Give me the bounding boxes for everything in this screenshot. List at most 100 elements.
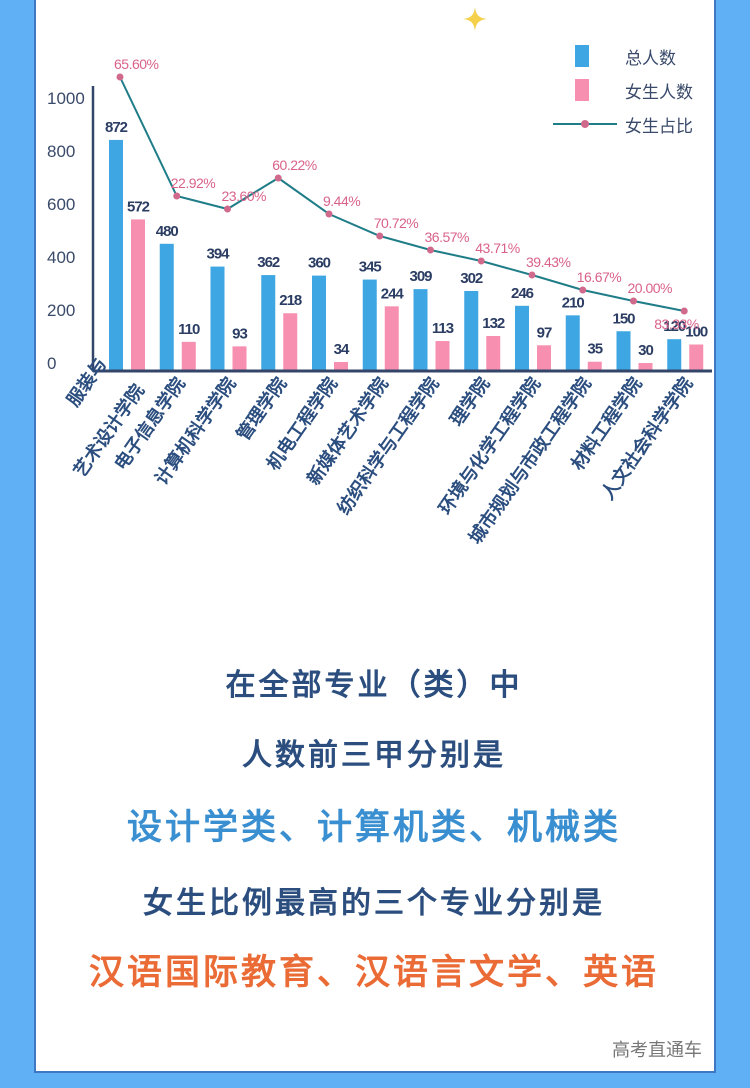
ratio-label: 36.57% [425,229,470,245]
ratio-label: 60.22% [272,157,317,173]
bar-total [413,289,428,371]
svg-text:服装与: 服装与 [62,354,111,411]
value-label-female: 100 [685,324,708,341]
value-label-total: 120 [663,318,686,335]
bar-total [616,331,631,371]
legend-label-ratio: 女生占比 [625,117,693,136]
legend-label-total: 总人数 [625,49,676,68]
value-label-female: 132 [482,315,505,332]
bar-female [638,363,653,371]
value-label-female: 218 [279,292,302,309]
bar-total [667,339,682,371]
value-label-female: 34 [334,341,350,358]
chart-legend: 总人数 女生人数 女生占比 [553,42,715,142]
value-label-female: 97 [537,324,552,341]
ratio-label: 16.67% [577,269,622,285]
value-label-female: 244 [381,285,405,302]
legend-swatch-total [575,45,589,67]
value-label-total: 872 [105,119,128,136]
bar-female [537,345,551,371]
value-label-total: 345 [359,259,382,276]
sparkle-star-icon [463,7,487,31]
legend-dot-ratio [581,120,589,128]
bar-female [587,361,602,371]
y-tick-label: 400 [47,248,75,267]
bar-total [261,275,276,371]
value-label-total: 246 [511,285,534,302]
value-label-total: 480 [156,223,179,240]
ratio-marker [173,192,181,200]
bar-total [210,266,225,371]
ratio-label: 43.71% [475,240,520,256]
value-label-female: 93 [232,325,247,342]
ratio-marker [116,73,124,81]
ratio-label: 22.92% [171,175,216,191]
ratio-marker [579,286,587,294]
value-label-total: 394 [206,246,230,263]
y-tick-label: 600 [47,195,75,214]
bar-female [435,341,450,371]
ratio-label: 70.72% [374,215,419,231]
y-tick-label: 200 [47,301,75,320]
bar-total [565,315,580,371]
value-label-total: 309 [409,268,432,285]
value-label-total: 360 [308,255,331,272]
bar-total [515,305,529,371]
bar-female [334,361,348,371]
ratio-line [119,76,685,312]
svg-text:人文社会科学学院: 人文社会科学学院 [597,373,698,504]
bar-female [181,341,196,371]
ratio-marker [427,246,434,254]
ratio-label: 83.33% [654,316,699,332]
value-label-female: 35 [587,341,602,358]
y-tick-label: 800 [47,142,75,161]
ratio-label: 65.60% [114,56,159,72]
caption-line-4: 女生比例最高的三个专业分别是 [143,886,605,921]
caption-line-3: 设计学类、计算机类、机械类 [126,808,621,848]
ratio-marker [477,257,485,265]
ratio-marker [274,174,282,182]
value-label-total: 210 [562,294,585,311]
legend-label-female: 女生人数 [625,83,693,102]
ratio-label: 20.00% [628,280,673,296]
ratio-label: 23.60% [222,188,267,204]
ratio-label: 39.43% [526,254,571,270]
value-label-total: 150 [612,310,635,327]
ratio-label: 9.44% [323,193,360,209]
content-panel [34,0,716,1073]
value-label-female: 113 [432,320,454,337]
value-label-female: 110 [178,321,200,338]
bar-total [362,279,377,371]
value-label-female: 30 [638,342,653,359]
bar-total [464,290,479,371]
bar-total [312,275,326,371]
watermark: 高考直通车 [612,1040,702,1061]
value-label-female: 572 [127,198,150,215]
svg-text:理学院: 理学院 [445,373,494,430]
bar-female [131,219,145,371]
value-label-total: 362 [257,254,280,271]
ratio-marker [528,271,536,279]
bar-female [232,346,247,371]
x-category-label: 理学院 [445,373,494,430]
y-tick-label: 0 [47,354,56,373]
bar-total [109,139,123,371]
caption-line-5: 汉语国际教育、汉语言文学、英语 [88,953,659,993]
bar-female [283,313,298,371]
value-label-total: 302 [460,270,483,287]
x-category-label: 人文社会科学学院 [597,373,698,504]
ratio-marker [630,297,637,305]
bar-female [384,306,399,371]
bar-line-chart: 0 200 400 600 800 1000 872 572 480 110 394 93 362 218… [47,56,712,548]
ratio-marker [325,210,333,218]
bar-total [159,243,174,371]
ratio-marker [680,307,688,315]
legend-swatch-female [575,79,589,101]
caption-line-1: 在全部专业（类）中 [225,668,523,703]
ratio-marker [376,232,384,240]
y-tick-label: 1000 [47,89,85,108]
bar-female [689,344,704,371]
ratio-marker [224,205,231,213]
caption-line-2: 人数前三甲分别是 [242,738,506,773]
bar-female [486,336,501,371]
